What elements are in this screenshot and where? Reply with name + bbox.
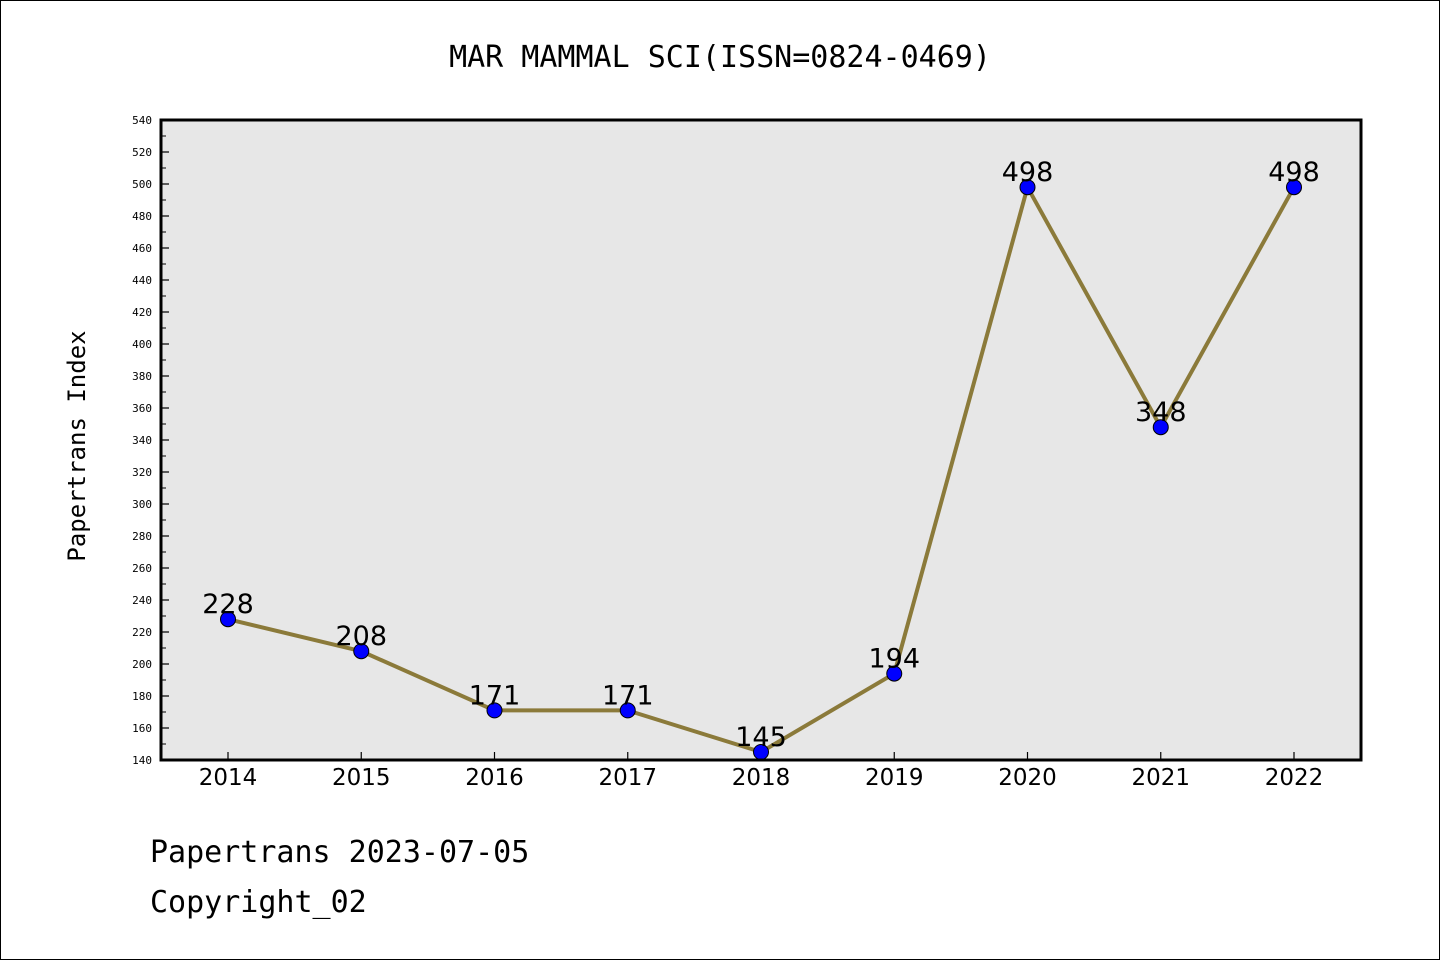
data-point-marker bbox=[1152, 419, 1169, 436]
y-tick-label: 180 bbox=[132, 690, 152, 703]
data-label: 194 bbox=[868, 644, 920, 675]
data-markers bbox=[220, 179, 1302, 760]
data-point-marker bbox=[1019, 179, 1036, 196]
data-label: 498 bbox=[1002, 157, 1054, 188]
y-tick-label: 160 bbox=[132, 722, 152, 735]
plot-area bbox=[161, 120, 1361, 760]
y-tick-label: 140 bbox=[132, 754, 152, 767]
y-tick-label: 420 bbox=[132, 306, 152, 319]
y-tick-label: 300 bbox=[132, 498, 152, 511]
data-label: 171 bbox=[469, 680, 521, 711]
y-tick-label: 500 bbox=[132, 178, 152, 191]
y-tick-label: 320 bbox=[132, 466, 152, 479]
data-label: 171 bbox=[602, 680, 654, 711]
y-tick-label: 340 bbox=[132, 434, 152, 447]
x-tick-label: 2016 bbox=[465, 765, 524, 791]
y-tick-label: 540 bbox=[132, 114, 152, 127]
y-tick-label: 240 bbox=[132, 594, 152, 607]
y-tick-label: 440 bbox=[132, 274, 152, 287]
x-axis-ticks: 2014 2015 2016 2017 2018 2019 2020 2021 2022 bbox=[199, 752, 1324, 791]
y-tick-label: 260 bbox=[132, 562, 152, 575]
x-tick-label: 2021 bbox=[1131, 765, 1190, 791]
y-tick-label: 520 bbox=[132, 146, 152, 159]
y-tick-label: 280 bbox=[132, 530, 152, 543]
x-tick-label: 2019 bbox=[865, 765, 924, 791]
x-tick-label: 2017 bbox=[598, 765, 657, 791]
x-tick-label: 2018 bbox=[732, 765, 791, 791]
data-label: 348 bbox=[1135, 397, 1187, 428]
x-tick-label: 2015 bbox=[332, 765, 391, 791]
data-label: 498 bbox=[1268, 157, 1320, 188]
data-label: 228 bbox=[202, 589, 254, 620]
plot-border bbox=[159, 118, 1363, 762]
y-tick-label: 460 bbox=[132, 242, 152, 255]
data-point-marker bbox=[886, 665, 903, 682]
data-label: 208 bbox=[335, 621, 387, 652]
data-labels: 228 208 171 171 145 194 498 348 498 bbox=[202, 157, 1320, 753]
x-tick-label: 2022 bbox=[1265, 765, 1324, 791]
y-tick-label: 380 bbox=[132, 370, 152, 383]
footer-date: Papertrans 2023-07-05 bbox=[150, 835, 530, 870]
y-axis-label: Papertrans Index bbox=[63, 330, 91, 561]
x-tick-label: 2020 bbox=[998, 765, 1057, 791]
chart-title: MAR MAMMAL SCI(ISSN=0824-0469) bbox=[449, 40, 991, 75]
footer-copyright: Copyright_02 bbox=[150, 885, 367, 920]
data-point-marker bbox=[1286, 179, 1302, 196]
x-tick-label: 2014 bbox=[199, 765, 258, 791]
data-label: 145 bbox=[735, 722, 787, 753]
y-tick-label: 220 bbox=[132, 626, 152, 639]
y-tick-label: 400 bbox=[132, 338, 152, 351]
data-point-marker bbox=[619, 702, 636, 719]
data-point-marker bbox=[353, 643, 370, 660]
data-point-marker bbox=[486, 702, 503, 719]
data-point-marker bbox=[220, 611, 236, 628]
y-tick-label: 360 bbox=[132, 402, 152, 415]
y-tick-label: 200 bbox=[132, 658, 152, 671]
y-tick-label: 480 bbox=[132, 210, 152, 223]
